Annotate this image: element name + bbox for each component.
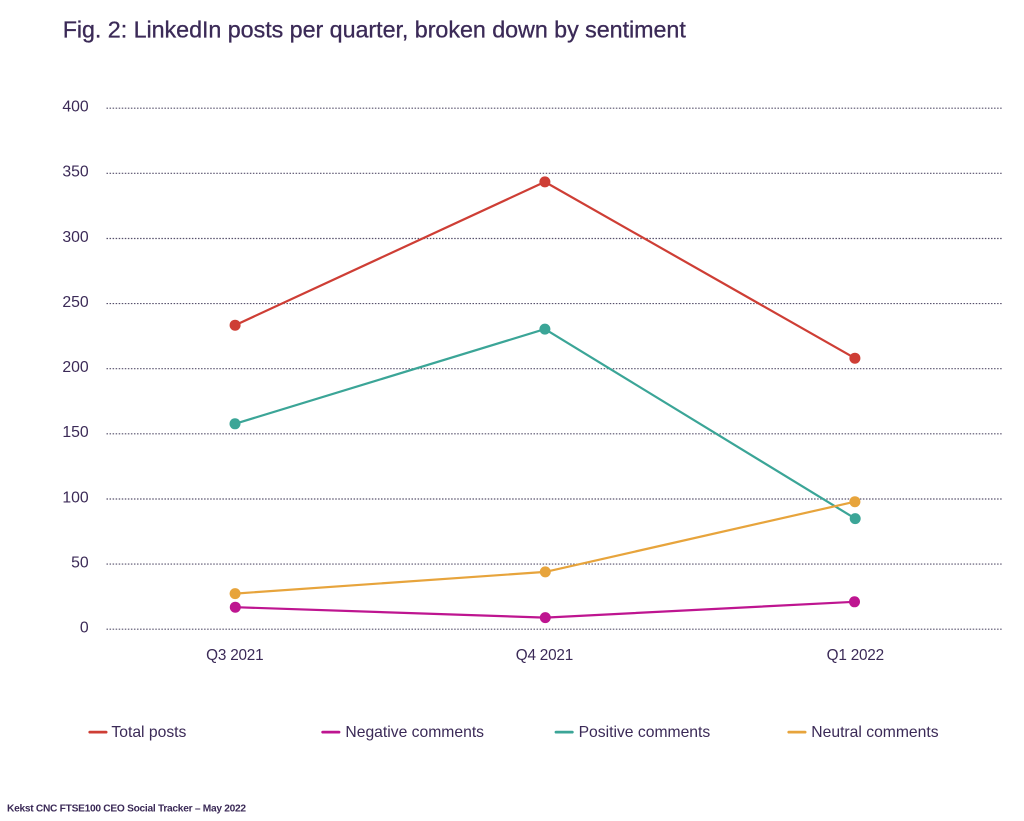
svg-text:100: 100 (62, 489, 89, 506)
svg-text:250: 250 (62, 294, 89, 311)
svg-text:Q1 2022: Q1 2022 (827, 647, 884, 664)
svg-text:Kekst CNC FTSE100 CEO Social T: Kekst CNC FTSE100 CEO Social Tracker – M… (7, 803, 246, 814)
svg-text:350: 350 (62, 164, 89, 181)
svg-text:Total posts: Total posts (111, 724, 186, 741)
svg-text:Neutral comments: Neutral comments (811, 724, 938, 741)
svg-text:150: 150 (62, 424, 89, 441)
svg-text:200: 200 (62, 359, 89, 376)
svg-text:300: 300 (62, 229, 89, 246)
svg-text:Negative comments: Negative comments (345, 724, 484, 741)
svg-text:0: 0 (80, 620, 89, 637)
svg-text:50: 50 (71, 555, 89, 572)
svg-text:Positive comments: Positive comments (579, 724, 711, 741)
svg-text:Fig. 2: LinkedIn posts per qua: Fig. 2: LinkedIn posts per quarter, brok… (63, 17, 687, 43)
svg-text:400: 400 (62, 99, 89, 116)
svg-text:Q3 2021: Q3 2021 (206, 647, 263, 664)
svg-text:Q4 2021: Q4 2021 (516, 647, 573, 664)
